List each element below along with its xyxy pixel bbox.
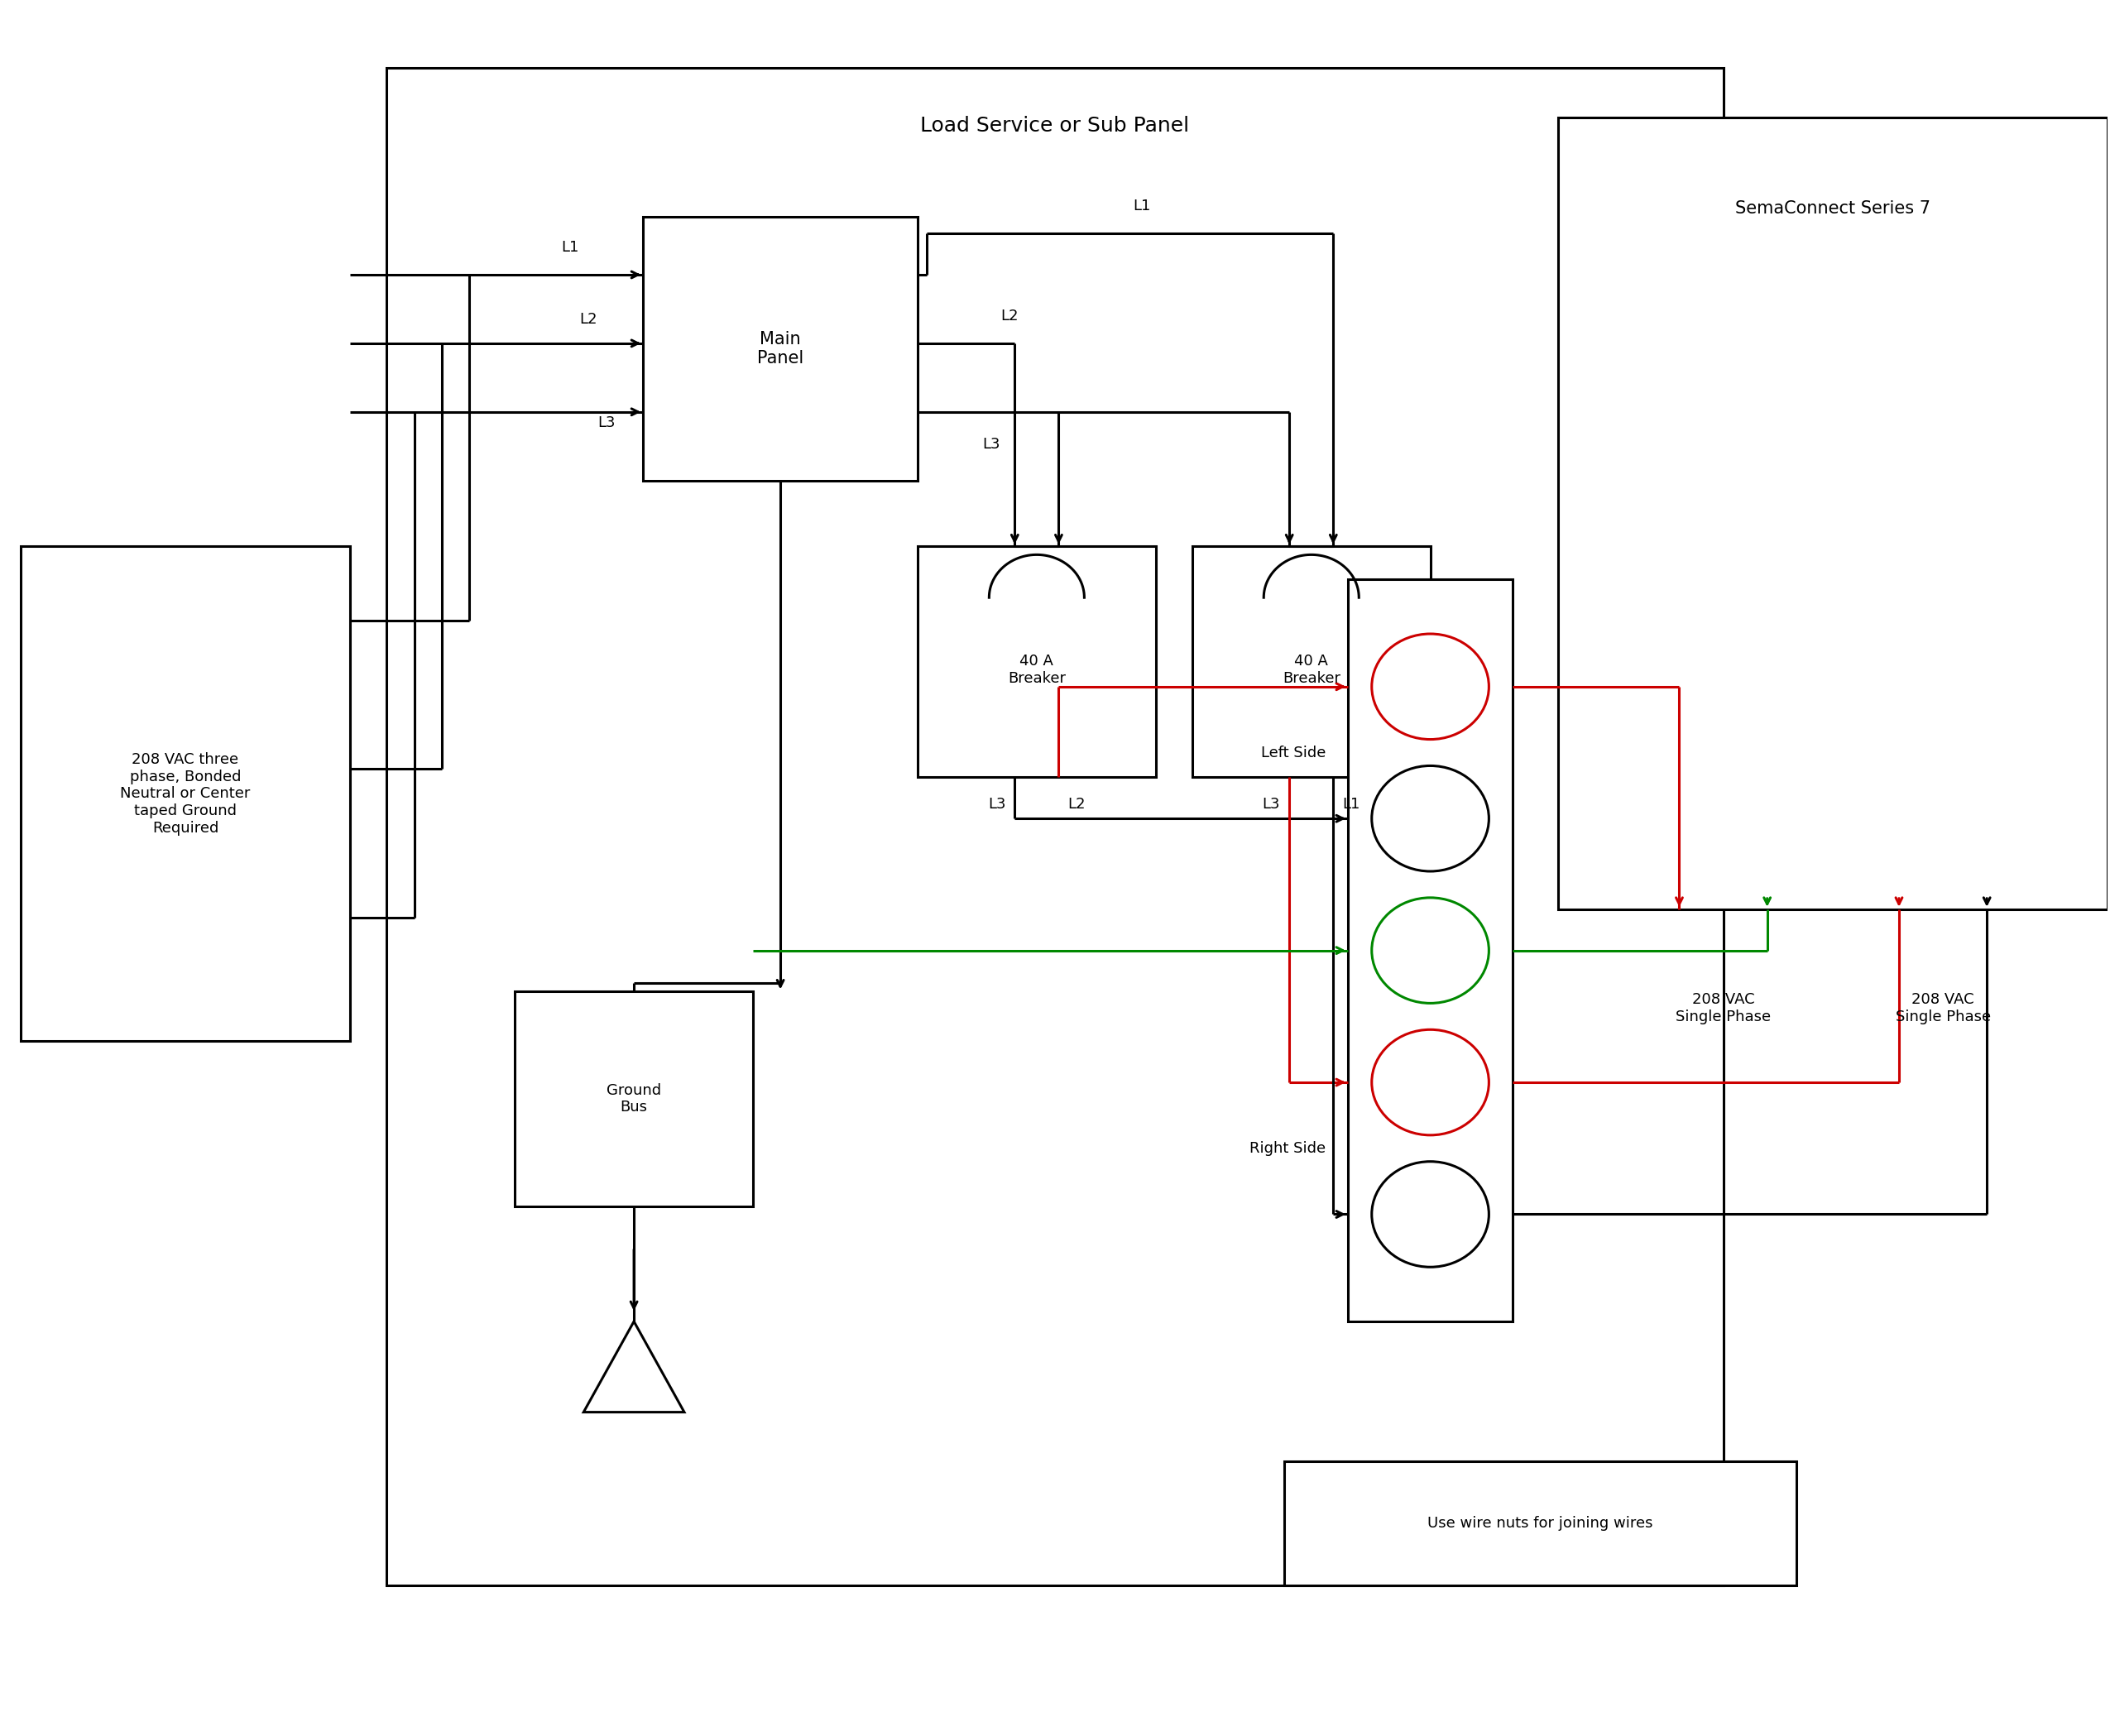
Bar [1348, 580, 1513, 1321]
Text: L3: L3 [987, 797, 1006, 812]
Bar [1283, 1462, 1796, 1585]
Text: 40 A
Breaker: 40 A Breaker [1283, 654, 1340, 686]
Text: Left Side: Left Side [1262, 745, 1325, 760]
Text: L3: L3 [1262, 797, 1281, 812]
Text: Use wire nuts for joining wires: Use wire nuts for joining wires [1428, 1516, 1652, 1531]
Bar [1559, 118, 2108, 910]
Text: 208 VAC
Single Phase: 208 VAC Single Phase [1675, 991, 1770, 1024]
Bar [21, 547, 350, 1042]
Bar [386, 68, 1724, 1585]
Text: L2: L2 [1000, 309, 1019, 323]
Bar [1192, 547, 1431, 778]
Text: 40 A
Breaker: 40 A Breaker [1009, 654, 1066, 686]
Text: SemaConnect Series 7: SemaConnect Series 7 [1734, 200, 1931, 217]
Text: L2: L2 [580, 312, 597, 326]
Bar [918, 547, 1156, 778]
Bar [515, 991, 753, 1207]
Text: L1: L1 [561, 240, 578, 255]
Text: L3: L3 [597, 415, 616, 431]
Text: L1: L1 [1342, 797, 1361, 812]
Text: L2: L2 [1068, 797, 1087, 812]
Text: L3: L3 [981, 437, 1000, 451]
Text: 208 VAC
Single Phase: 208 VAC Single Phase [1895, 991, 1990, 1024]
Text: Right Side: Right Side [1249, 1141, 1325, 1156]
Text: 208 VAC three
phase, Bonded
Neutral or Center
taped Ground
Required: 208 VAC three phase, Bonded Neutral or C… [120, 752, 251, 835]
Text: Load Service or Sub Panel: Load Service or Sub Panel [920, 116, 1190, 135]
Text: L1: L1 [1133, 198, 1150, 214]
Text: Main
Panel: Main Panel [757, 330, 804, 366]
Bar [644, 217, 918, 481]
Text: Ground
Bus: Ground Bus [606, 1083, 660, 1115]
